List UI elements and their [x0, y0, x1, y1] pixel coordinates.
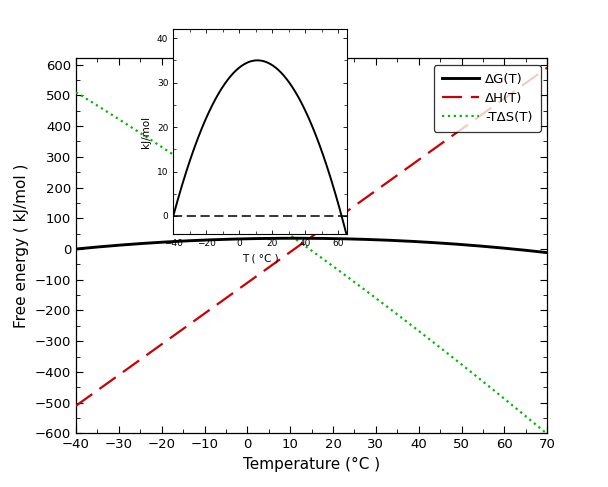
ΔG(T) — [544, 250, 551, 256]
ΔG(T) — [102, 244, 109, 249]
-TΔS(T) — [544, 431, 551, 437]
ΔH(T) — [544, 65, 551, 71]
ΔH(T) — [102, 382, 109, 388]
-TΔS(T) — [358, 285, 365, 291]
ΔG(T) — [291, 235, 298, 241]
ΔG(T) — [478, 244, 486, 249]
ΔH(T) — [346, 206, 353, 212]
ΔG(T) — [373, 237, 381, 243]
ΔG(T) — [72, 246, 80, 252]
X-axis label: T ( °C ): T ( °C ) — [241, 253, 278, 263]
X-axis label: Temperature (°C ): Temperature (°C ) — [243, 457, 380, 472]
Y-axis label: kJ/mol: kJ/mol — [142, 115, 151, 148]
Line: -TΔS(T): -TΔS(T) — [76, 92, 547, 434]
ΔH(T) — [358, 198, 365, 204]
Line: ΔH(T): ΔH(T) — [76, 68, 547, 406]
-TΔS(T) — [72, 89, 80, 95]
-TΔS(T) — [373, 296, 380, 301]
-TΔS(T) — [102, 108, 109, 113]
-TΔS(T) — [478, 377, 485, 383]
Legend: ΔG(T), ΔH(T), -TΔS(T): ΔG(T), ΔH(T), -TΔS(T) — [434, 65, 541, 131]
Y-axis label: Free energy ( kJ/mol ): Free energy ( kJ/mol ) — [14, 164, 29, 328]
ΔH(T) — [373, 187, 380, 193]
ΔG(T) — [359, 236, 366, 242]
ΔG(T) — [430, 240, 438, 245]
Line: ΔG(T): ΔG(T) — [76, 238, 547, 253]
ΔH(T) — [478, 112, 485, 117]
ΔH(T) — [72, 403, 80, 409]
ΔG(T) — [347, 236, 354, 242]
-TΔS(T) — [430, 339, 437, 345]
ΔH(T) — [430, 147, 437, 152]
-TΔS(T) — [346, 276, 353, 281]
